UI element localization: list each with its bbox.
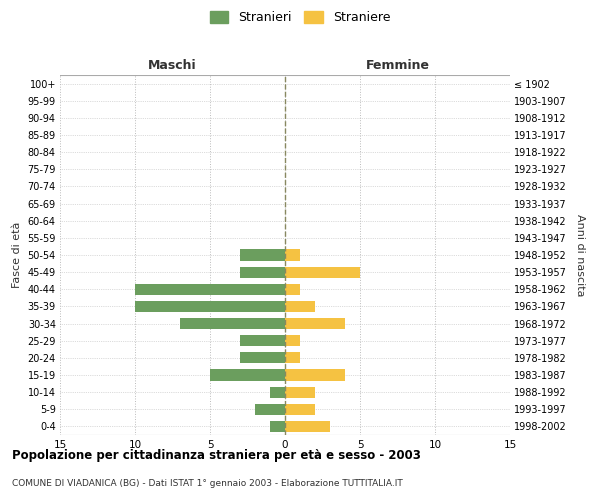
Legend: Stranieri, Straniere: Stranieri, Straniere (207, 8, 393, 26)
Bar (285, 370, 345, 380)
Bar (180, 318, 285, 329)
Bar (240, 266, 285, 278)
Bar (285, 284, 300, 295)
Bar (210, 370, 285, 380)
Text: Femmine: Femmine (365, 58, 430, 71)
Text: Maschi: Maschi (148, 58, 197, 71)
Bar (285, 352, 300, 364)
Bar (270, 421, 285, 432)
Bar (240, 250, 285, 260)
Bar (285, 250, 300, 260)
Bar (285, 301, 315, 312)
Bar (285, 318, 345, 329)
Bar (285, 421, 330, 432)
Bar (285, 404, 315, 415)
Bar (285, 266, 360, 278)
Text: COMUNE DI VIADANICA (BG) - Dati ISTAT 1° gennaio 2003 - Elaborazione TUTTITALIA.: COMUNE DI VIADANICA (BG) - Dati ISTAT 1°… (12, 478, 403, 488)
Bar (240, 352, 285, 364)
Bar (285, 386, 315, 398)
Bar (255, 404, 285, 415)
Text: Popolazione per cittadinanza straniera per età e sesso - 2003: Popolazione per cittadinanza straniera p… (12, 450, 421, 462)
Bar (135, 301, 285, 312)
Bar (270, 386, 285, 398)
Y-axis label: Anni di nascita: Anni di nascita (575, 214, 586, 296)
Y-axis label: Fasce di età: Fasce di età (12, 222, 22, 288)
Bar (285, 335, 300, 346)
Bar (240, 335, 285, 346)
Bar (135, 284, 285, 295)
